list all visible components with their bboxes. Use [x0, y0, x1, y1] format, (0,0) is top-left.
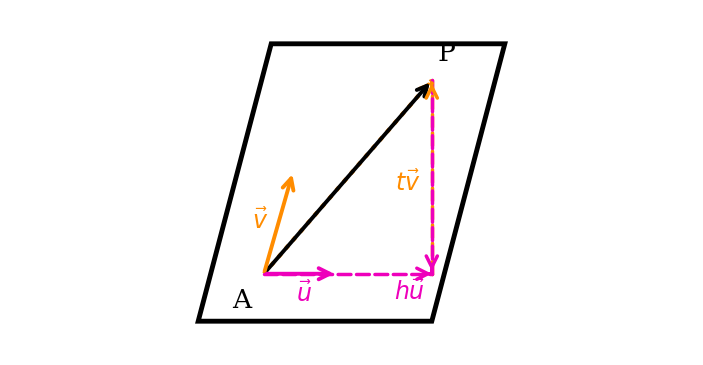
Text: $\vec{u}$: $\vec{u}$ [296, 281, 312, 307]
Text: $t\vec{v}$: $t\vec{v}$ [395, 170, 421, 196]
Text: $h\vec{u}$: $h\vec{u}$ [394, 279, 425, 305]
Text: $\vec{v}$: $\vec{v}$ [252, 208, 268, 234]
Polygon shape [198, 44, 505, 321]
Text: P: P [437, 41, 456, 66]
Text: A: A [233, 288, 252, 313]
